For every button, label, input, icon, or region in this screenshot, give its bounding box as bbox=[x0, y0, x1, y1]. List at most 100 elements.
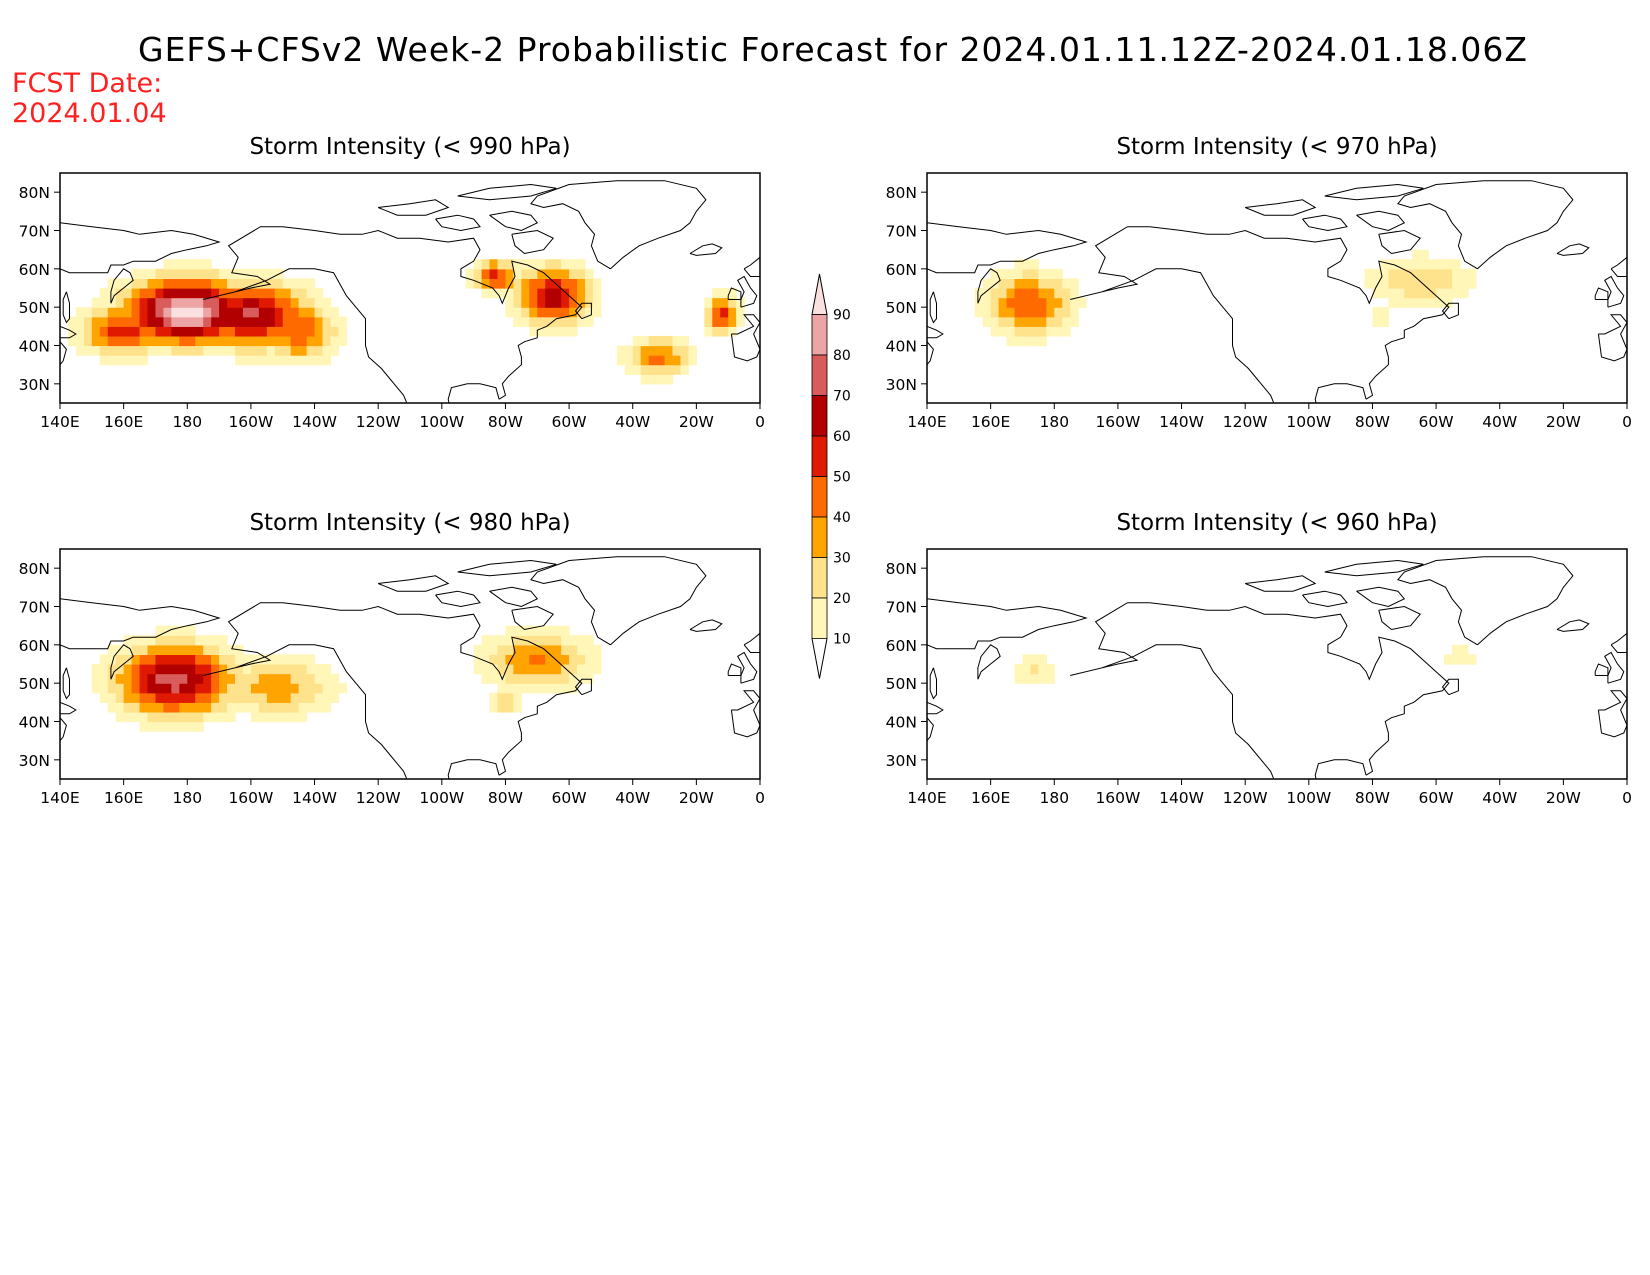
probability-cell bbox=[513, 702, 522, 713]
probability-cell bbox=[290, 288, 300, 299]
coastline bbox=[1245, 575, 1317, 592]
x-tick-label: 140E bbox=[40, 789, 79, 807]
probability-cell bbox=[553, 654, 562, 665]
probability-cell bbox=[1404, 278, 1413, 289]
coastlines bbox=[927, 556, 1627, 779]
probability-cell bbox=[107, 673, 117, 684]
probability-cell bbox=[211, 288, 220, 299]
probability-cell bbox=[219, 335, 228, 347]
probability-cell bbox=[219, 635, 228, 646]
probability-cell bbox=[585, 635, 594, 646]
probability-cell bbox=[1459, 654, 1469, 665]
coastline bbox=[1149, 602, 1450, 776]
probability-cell bbox=[282, 654, 292, 665]
colorbar-label: 10 bbox=[833, 632, 851, 648]
probability-cell bbox=[306, 326, 316, 337]
probability-cell bbox=[195, 683, 204, 694]
y-tick-label: 80N bbox=[19, 560, 50, 578]
probability-cell bbox=[585, 673, 594, 684]
probability-cell bbox=[107, 692, 117, 703]
probability-cell bbox=[306, 345, 316, 356]
probability-cell bbox=[537, 683, 546, 694]
probability-cell bbox=[250, 355, 260, 366]
probability-cell bbox=[1467, 268, 1477, 280]
probability-cell bbox=[553, 644, 562, 656]
probability-cell bbox=[1070, 278, 1079, 289]
probability-cell bbox=[242, 297, 252, 308]
probability-cell bbox=[1014, 673, 1024, 684]
probability-cell bbox=[187, 316, 196, 327]
x-tick-label: 20W bbox=[679, 413, 714, 431]
panel-title: Storm Intensity (< 980 hPa) bbox=[249, 510, 570, 536]
probability-cell bbox=[672, 345, 682, 356]
probability-cell bbox=[155, 711, 164, 723]
probability-cell bbox=[147, 654, 157, 665]
probability-cell bbox=[282, 355, 292, 366]
probability-cell bbox=[314, 288, 324, 299]
probability-cell bbox=[489, 268, 499, 280]
probability-cell bbox=[258, 683, 268, 694]
colorbar-segment bbox=[811, 314, 828, 356]
probability-cell bbox=[990, 288, 1000, 299]
probability-cell bbox=[314, 355, 324, 366]
probability-cell bbox=[99, 654, 109, 665]
probability-cell bbox=[545, 278, 554, 289]
probability-cell bbox=[123, 711, 133, 723]
probability-cell bbox=[632, 355, 642, 366]
probability-cell bbox=[235, 664, 244, 675]
probability-cell bbox=[505, 288, 514, 299]
probability-cell bbox=[322, 316, 332, 327]
probability-cell bbox=[1014, 259, 1024, 270]
probability-cell bbox=[489, 664, 499, 675]
probability-cell bbox=[258, 326, 268, 337]
probability-cell bbox=[195, 297, 204, 308]
probability-cell bbox=[338, 326, 347, 337]
probability-cell bbox=[131, 664, 141, 675]
probability-cell bbox=[203, 654, 212, 665]
probability-cell bbox=[1046, 664, 1055, 675]
probability-cell bbox=[235, 278, 244, 289]
probability-cell bbox=[1388, 268, 1397, 280]
probability-cell bbox=[107, 644, 117, 656]
probability-cell bbox=[195, 268, 204, 280]
probability-cell bbox=[505, 683, 514, 694]
coastline bbox=[1356, 586, 1406, 608]
probability-cell bbox=[553, 316, 562, 327]
probability-cell bbox=[123, 307, 133, 318]
coastline bbox=[1597, 690, 1627, 738]
probability-cell bbox=[585, 268, 594, 280]
probability-cell bbox=[131, 307, 141, 318]
probability-cell bbox=[497, 664, 507, 675]
probability-cell bbox=[274, 664, 284, 675]
coastline bbox=[110, 644, 134, 680]
probability-cell bbox=[155, 654, 164, 665]
probability-cell bbox=[290, 345, 300, 356]
probability-cell bbox=[537, 673, 546, 684]
probability-cell bbox=[91, 307, 101, 318]
probability-cell bbox=[505, 268, 514, 280]
probability-cell bbox=[688, 345, 697, 356]
probability-cell bbox=[187, 335, 196, 347]
probability-cell bbox=[1014, 268, 1024, 280]
probability-cell bbox=[99, 683, 109, 694]
probability-cell bbox=[545, 625, 554, 636]
coastline bbox=[1594, 287, 1609, 300]
probability-cell bbox=[529, 268, 538, 280]
probability-cell bbox=[179, 326, 188, 337]
probability-cell bbox=[115, 355, 125, 366]
probability-cell bbox=[561, 326, 570, 337]
probability-cell bbox=[282, 711, 292, 723]
probability-cell bbox=[1380, 259, 1389, 270]
probability-cell bbox=[203, 702, 212, 713]
probability-cell bbox=[219, 297, 228, 308]
probability-cell bbox=[577, 673, 586, 684]
probability-cell bbox=[107, 288, 117, 299]
probability-cell bbox=[123, 345, 133, 356]
probability-cell bbox=[561, 635, 570, 646]
probability-cell bbox=[585, 654, 594, 665]
probability-cell bbox=[258, 316, 268, 327]
probability-cell bbox=[1420, 249, 1429, 260]
probability-cell bbox=[322, 335, 332, 347]
probability-cell bbox=[1054, 278, 1063, 289]
probability-cell bbox=[974, 288, 984, 299]
